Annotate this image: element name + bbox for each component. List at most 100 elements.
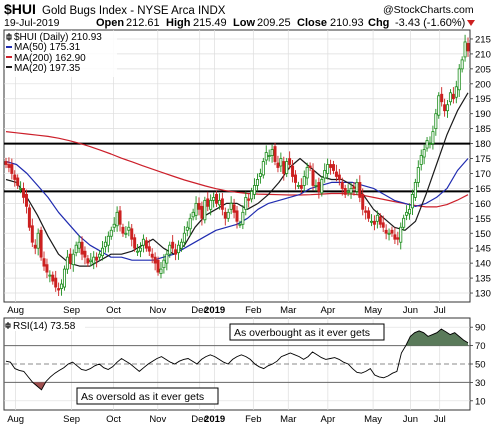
candle-body bbox=[250, 191, 254, 200]
annotation-oversold-text: As oversold as it ever gets bbox=[81, 391, 204, 403]
month-label: Oct bbox=[106, 305, 121, 316]
month-label: Mar bbox=[280, 305, 296, 316]
month-label: 2019 bbox=[204, 414, 225, 425]
candle-body bbox=[144, 240, 148, 249]
annotation-overbought: As overbought as it ever gets bbox=[229, 323, 385, 341]
legend: $HUI (Daily) 210.93 MA(50) 175.31 MA(200… bbox=[5, 31, 117, 77]
price-tick-label: 210 bbox=[475, 49, 491, 60]
candle-body bbox=[457, 68, 461, 91]
candle-body bbox=[261, 161, 265, 176]
candle-body bbox=[448, 92, 452, 103]
candle-body bbox=[305, 167, 309, 179]
candle-body bbox=[387, 232, 391, 235]
candle-body bbox=[51, 274, 55, 282]
candle-body bbox=[334, 171, 338, 177]
candle-body bbox=[378, 216, 382, 225]
high-value: 215.49 bbox=[193, 17, 227, 29]
price-tick-label: 155 bbox=[475, 214, 491, 225]
chart-title: $HUI bbox=[4, 1, 36, 17]
price-tick-label: 140 bbox=[475, 259, 491, 270]
candle-body bbox=[337, 174, 341, 180]
close-value: 210.93 bbox=[330, 17, 364, 29]
price-tick-label: 165 bbox=[475, 184, 491, 195]
candle-body bbox=[296, 185, 300, 187]
candle-body bbox=[30, 225, 34, 243]
candle-body bbox=[156, 259, 160, 273]
candle-body bbox=[80, 241, 84, 255]
candle-body bbox=[22, 188, 26, 198]
down-triangle-icon bbox=[467, 20, 475, 26]
candle-body bbox=[27, 207, 31, 228]
candle-body bbox=[364, 210, 368, 213]
rsi-label-box: RSI(14) 73.58 bbox=[5, 319, 85, 332]
month-label: Aug bbox=[7, 414, 24, 425]
watermark: @StockCharts.com bbox=[383, 4, 474, 16]
rsi-marker-icon bbox=[5, 322, 11, 329]
candle-body bbox=[396, 237, 400, 240]
rsi-lines bbox=[5, 328, 469, 391]
legend-item-ma50: MA(50) 175.31 bbox=[14, 42, 81, 53]
quote-date: 19-Jul-2019 bbox=[4, 17, 60, 29]
candle-body bbox=[410, 193, 414, 209]
legend-box bbox=[5, 31, 117, 77]
price-y-axis: 130 135 140 145 150 155 160 165 170 175 180 185 190 1… bbox=[470, 34, 491, 300]
candle-body bbox=[440, 93, 444, 103]
candle-body bbox=[7, 164, 11, 168]
month-label: Apr bbox=[320, 414, 335, 425]
candle-body bbox=[273, 146, 277, 162]
ma20-line bbox=[5, 92, 469, 267]
price-lines bbox=[4, 92, 470, 267]
candle-body bbox=[399, 226, 403, 243]
candle-body bbox=[276, 162, 280, 168]
candle-body bbox=[19, 188, 23, 190]
candle-body bbox=[253, 185, 257, 195]
candle-body bbox=[302, 176, 306, 186]
candle-body bbox=[95, 256, 99, 261]
candle-body bbox=[10, 164, 14, 174]
candle-body bbox=[200, 205, 204, 219]
annotation-oversold: As oversold as it ever gets bbox=[76, 387, 219, 405]
candle-body bbox=[112, 223, 116, 228]
candle-body bbox=[393, 234, 397, 240]
candle-body bbox=[215, 193, 219, 204]
candle-body bbox=[349, 188, 353, 194]
candle-body bbox=[165, 253, 169, 264]
candle-body bbox=[179, 241, 183, 249]
rsi-tick-label: 50 bbox=[475, 360, 486, 371]
close-label: Close bbox=[297, 17, 327, 29]
candle-body bbox=[413, 182, 417, 198]
candle-body bbox=[446, 104, 450, 112]
candle-body bbox=[352, 186, 356, 189]
price-tick-label: 170 bbox=[475, 169, 491, 180]
candle-body bbox=[206, 198, 210, 207]
legend-item-price: $HUI (Daily) 210.93 bbox=[14, 32, 102, 43]
candle-body bbox=[98, 253, 102, 258]
candle-body bbox=[375, 214, 379, 222]
candle-body bbox=[229, 202, 233, 210]
candle-body bbox=[33, 244, 37, 249]
candle-body bbox=[39, 229, 43, 258]
candle-body bbox=[36, 232, 40, 249]
candles bbox=[4, 34, 470, 297]
candle-body bbox=[241, 211, 245, 225]
annotation-overbought-text: As overbought as it ever gets bbox=[234, 327, 370, 339]
candle-body bbox=[92, 256, 96, 264]
candle-body bbox=[4, 161, 8, 165]
candle-body bbox=[405, 211, 409, 216]
month-label: Nov bbox=[149, 414, 166, 425]
candle-body bbox=[48, 274, 52, 277]
candle-body bbox=[422, 149, 426, 158]
candle-body bbox=[57, 288, 61, 291]
candle-body bbox=[270, 149, 274, 156]
candle-body bbox=[434, 113, 438, 130]
candle-body bbox=[428, 143, 432, 145]
month-label: Dec bbox=[191, 305, 208, 316]
candle-body bbox=[109, 229, 113, 237]
rsi-line bbox=[5, 328, 469, 391]
price-tick-label: 185 bbox=[475, 124, 491, 135]
candle-body bbox=[291, 165, 295, 177]
candle-body bbox=[425, 140, 429, 149]
candle-body bbox=[258, 173, 262, 177]
candle-body bbox=[68, 253, 72, 264]
